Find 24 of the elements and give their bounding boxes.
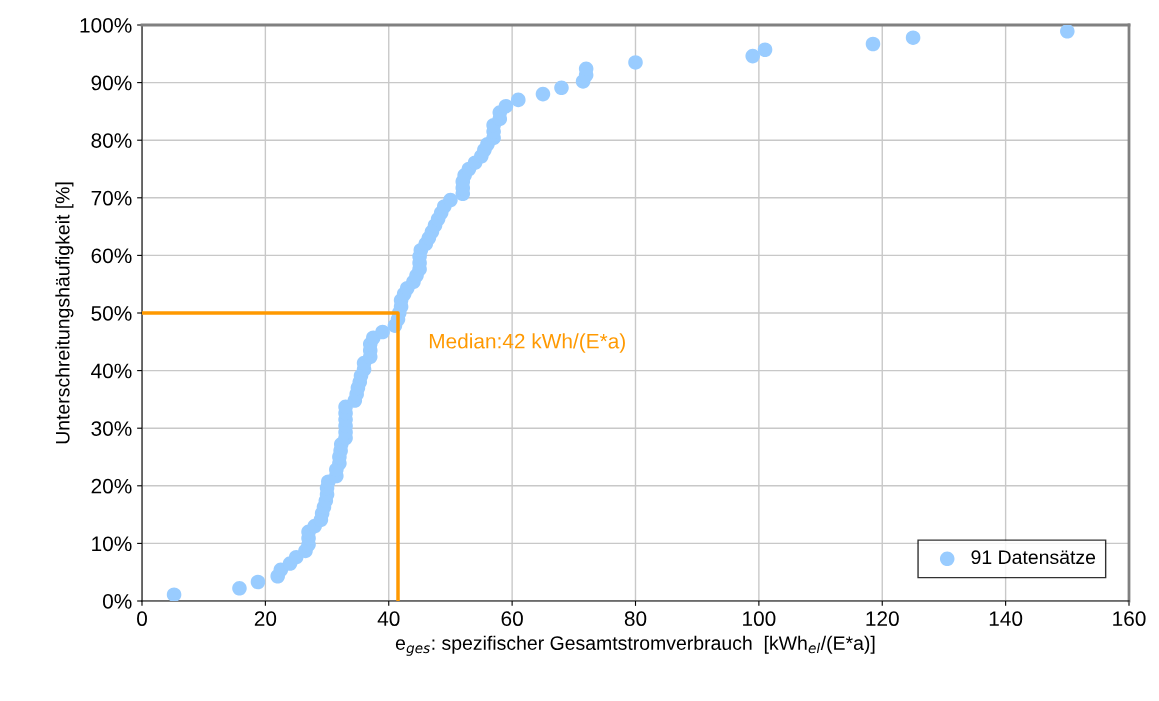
x-tick-label: 0 — [137, 611, 147, 627]
annotation: Median:42 kWh/(E*a) — [429, 333, 625, 353]
y-axis-title: Unterschreitungshäufigkeit [%] — [55, 182, 74, 444]
x-tick-label: 40 — [377, 611, 400, 627]
y-tick-label: 0% — [102, 594, 132, 609]
y-tick-label: 30% — [91, 421, 132, 436]
y-tick-label: 20% — [91, 478, 132, 494]
y-tick-label: 60% — [91, 248, 132, 264]
y-tick-label: 90% — [91, 75, 132, 91]
y-tick-label: 70% — [91, 190, 132, 206]
y-tick-label: 80% — [91, 133, 132, 148]
x-tick-label: 160 — [1113, 611, 1146, 627]
x-tick-label: 60 — [501, 611, 523, 627]
y-tick-label: 40% — [91, 363, 132, 379]
x-tick-label: 20 — [254, 611, 277, 627]
x-axis-title: e$_{ges}$: spezifischer Gesamtstromverbrauch [kWh$_{el}$/(E*a)] — [395, 635, 875, 656]
x-tick-label: 80 — [624, 611, 647, 627]
x-tick-label: 140 — [989, 611, 1023, 627]
y-tick-label: 10% — [92, 536, 132, 552]
y-tick-label: 100% — [80, 18, 132, 33]
legend-label: 91 Datensätze — [971, 550, 1096, 565]
x-tick-label: 100 — [743, 611, 776, 627]
y-tick-label: 50% — [91, 306, 132, 321]
x-tick-label: 120 — [866, 611, 899, 627]
